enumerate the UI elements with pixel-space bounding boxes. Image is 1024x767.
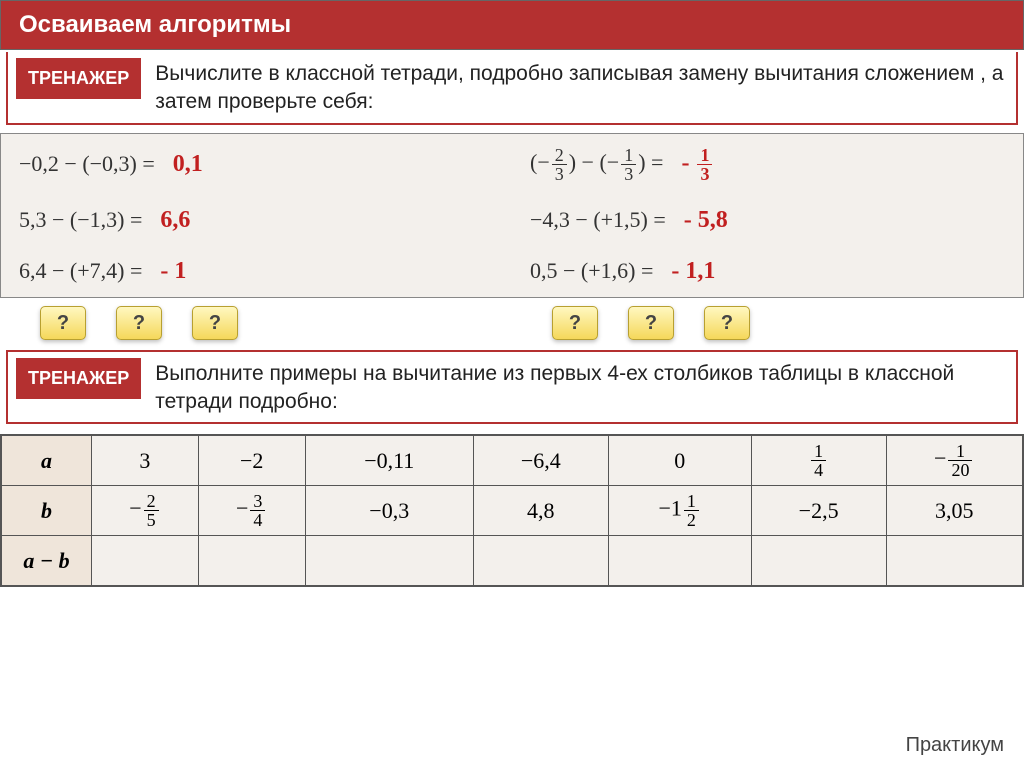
block1-instruction: Вычислите в классной тетради, подробно з… [155,58,1008,117]
answer: 6,6 [160,207,190,234]
row-header: a − b [2,536,92,586]
cell: 3,05 [886,486,1022,536]
table-row: b −25 −34 −0,3 4,8 −112 −2,5 3,05 [2,486,1023,536]
reveal-button[interactable]: ? [628,306,674,340]
cell [473,536,608,586]
q-group-left: ? ? ? [0,306,512,340]
expr: 5,3 − (−1,3) = [19,207,142,233]
fraction: 34 [250,492,265,529]
cell: 4,8 [473,486,608,536]
cell [886,536,1022,586]
fraction: 13 [621,146,636,183]
answer: - 13 [681,146,714,183]
answer: - 5,8 [684,207,728,234]
cell [305,536,473,586]
cell: −25 [92,486,199,536]
reveal-button[interactable]: ? [552,306,598,340]
cell: 14 [751,436,886,486]
answer: - 1 [160,258,186,285]
header-title: Осваиваем алгоритмы [19,11,291,38]
expr: −4,3 − (+1,5) = [530,207,666,233]
expr: 6,4 − (+7,4) = [19,258,142,284]
table-row: a 3 −2 −0,11 −6,4 0 14 −120 [2,436,1023,486]
fraction: 25 [144,492,159,529]
reveal-button[interactable]: ? [40,306,86,340]
cell: −34 [198,486,305,536]
fraction: 12 [684,492,699,529]
cell: 3 [92,436,199,486]
fraction: 120 [948,442,972,479]
cell [92,536,199,586]
block2-instruction: Выполните примеры на вычитание из первых… [155,358,1008,417]
expr: (−23) − (−13) = [530,146,663,183]
table-wrap: a 3 −2 −0,11 −6,4 0 14 −120 b −25 −34 −0… [0,434,1024,587]
example-row: 5,3 − (−1,3) = 6,6 [1,195,512,246]
cell: −2 [198,436,305,486]
row-header: a [2,436,92,486]
cell: −0,3 [305,486,473,536]
reveal-button[interactable]: ? [704,306,750,340]
cell: −6,4 [473,436,608,486]
trainer-block-1: ТРЕНАЖЕР Вычислите в классной тетради, п… [6,52,1018,125]
row-header: b [2,486,92,536]
trainer-block-2: ТРЕНАЖЕР Выполните примеры на вычитание … [6,350,1018,425]
cell: 0 [608,436,751,486]
example-row: 0,5 − (+1,6) = - 1,1 [512,246,1023,297]
cell [198,536,305,586]
expr: 0,5 − (+1,6) = [530,258,653,284]
trainer-badge: ТРЕНАЖЕР [16,358,141,399]
reveal-button[interactable]: ? [192,306,238,340]
cell [751,536,886,586]
cell [608,536,751,586]
table-row: a − b [2,536,1023,586]
answer: - 1,1 [671,258,715,285]
cell: −2,5 [751,486,886,536]
reveal-button[interactable]: ? [116,306,162,340]
question-button-row: ? ? ? ? ? ? [0,306,1024,340]
cell: −0,11 [305,436,473,486]
page-header: Осваиваем алгоритмы [0,0,1024,50]
fraction: 23 [552,146,567,183]
example-row: −0,2 − (−0,3) = 0,1 [1,134,512,195]
example-row: (−23) − (−13) = - 13 [512,134,1023,195]
example-row: 6,4 − (+7,4) = - 1 [1,246,512,297]
trainer-badge: ТРЕНАЖЕР [16,58,141,99]
data-table: a 3 −2 −0,11 −6,4 0 14 −120 b −25 −34 −0… [1,435,1023,586]
fraction: 14 [811,442,826,479]
footer-label: Практикум [906,734,1004,757]
expr: −0,2 − (−0,3) = [19,151,155,177]
answer: 0,1 [173,151,203,178]
example-row: −4,3 − (+1,5) = - 5,8 [512,195,1023,246]
cell: −120 [886,436,1022,486]
cell: −112 [608,486,751,536]
q-group-right: ? ? ? [512,306,1024,340]
fraction: 13 [697,146,712,183]
examples-grid: −0,2 − (−0,3) = 0,1 (−23) − (−13) = - 13… [0,133,1024,298]
